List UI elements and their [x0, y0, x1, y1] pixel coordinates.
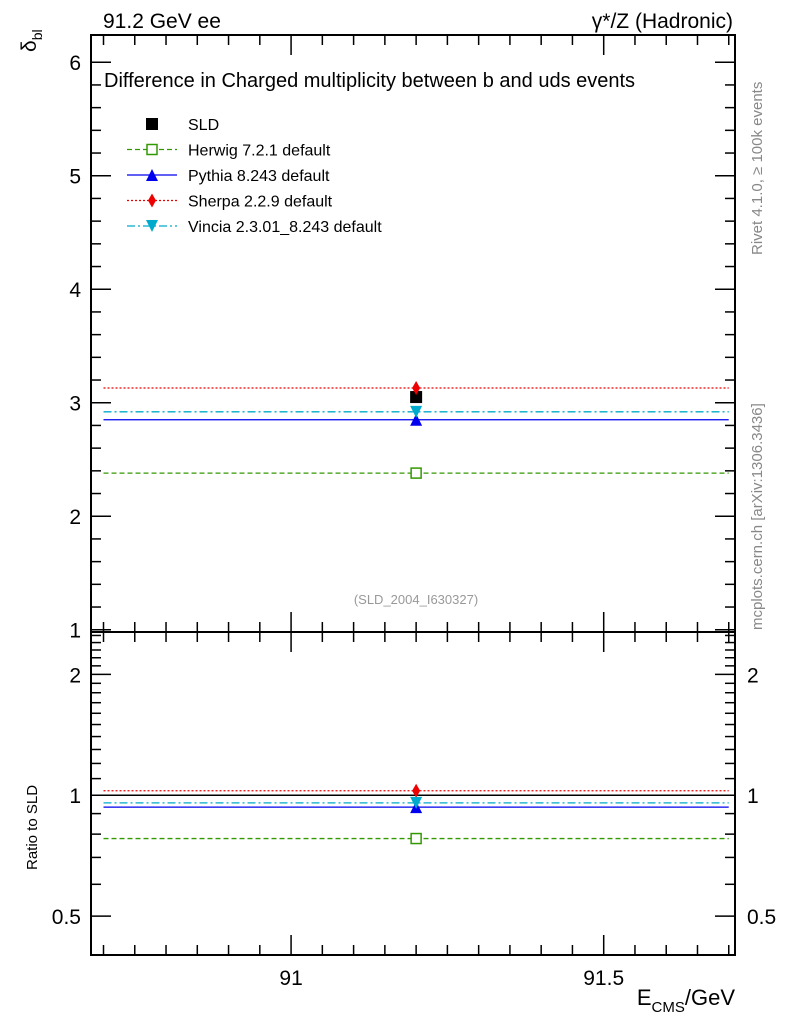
- plot-title: Difference in Charged multiplicity betwe…: [104, 70, 635, 92]
- y-tick-label: 1: [69, 620, 81, 643]
- y-tick-label: 4: [69, 279, 81, 302]
- herwig-ratio-marker: [410, 832, 422, 845]
- analysis-tag: (SLD_2004_I630327): [354, 592, 478, 607]
- legend-label-pythia: Pythia 8.243 default: [188, 168, 330, 185]
- pythia-marker: [410, 413, 423, 426]
- ratio-y-tick-label-right: 2: [747, 664, 759, 687]
- x-axis-label: ECMS/GeV: [637, 985, 735, 1016]
- mcplots-label: mcplots.cern.ch [arXiv:1306.3436]: [749, 403, 766, 630]
- legend-marker-herwig: [146, 143, 158, 156]
- sherpa-marker: [412, 380, 421, 395]
- ratio-y-tick-label: 0.5: [52, 906, 81, 929]
- vincia-ratio-marker: [410, 796, 423, 809]
- legend-marker-vincia: [146, 220, 158, 232]
- ratio-y-tick-label-right: 0.5: [747, 906, 776, 929]
- sherpa-ratio-marker: [412, 783, 421, 798]
- herwig-marker: [410, 467, 422, 479]
- legend-marker-sld: [146, 118, 158, 130]
- legend-marker-sherpa: [148, 193, 156, 208]
- y-tick-label: 6: [69, 52, 81, 75]
- sld-marker: [410, 391, 423, 404]
- ratio-frame: [90, 631, 736, 956]
- y-axis-label-ratio: Ratio to SLD: [24, 785, 41, 870]
- ratio-y-tick-label: 1: [69, 785, 81, 808]
- y-tick-label: 3: [69, 393, 81, 416]
- rivet-label: Rivet 4.1.0, ≥ 100k events: [749, 82, 766, 255]
- legend-label-herwig: Herwig 7.2.1 default: [188, 143, 331, 160]
- legend-marker-pythia: [146, 169, 158, 181]
- x-tick-label: 91.5: [583, 967, 624, 990]
- y-tick-label: 2: [69, 506, 81, 529]
- vincia-marker: [410, 405, 423, 418]
- legend-label-vincia: Vincia 2.3.01_8.243 default: [188, 219, 382, 236]
- ratio-y-tick-label-right: 1: [747, 785, 759, 808]
- header-right: γ*/Z (Hadronic): [592, 10, 733, 33]
- ratio-y-tick-label: 2: [69, 664, 81, 687]
- y-axis-label-main: δbl: [18, 29, 45, 52]
- legend-label-sherpa: Sherpa 2.2.9 default: [188, 194, 333, 211]
- y-tick-label: 5: [69, 166, 81, 189]
- legend-label-sld: SLD: [188, 117, 219, 134]
- x-tick-label: 91: [279, 967, 302, 990]
- header-left: 91.2 GeV ee: [103, 10, 221, 33]
